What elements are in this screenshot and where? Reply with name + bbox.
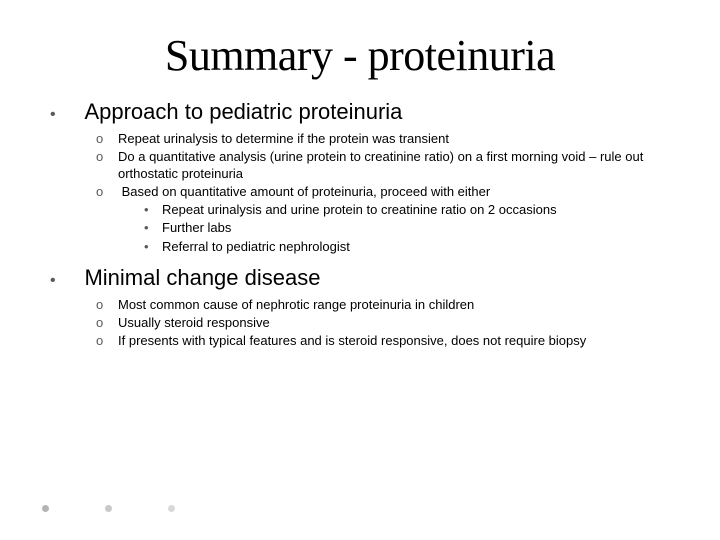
list-item: Further labs — [144, 220, 680, 236]
item-text: Do a quantitative analysis (urine protei… — [118, 149, 643, 180]
list-item: Repeat urinalysis and urine protein to c… — [144, 202, 680, 218]
item-text: Based on quantitative amount of proteinu… — [122, 184, 491, 199]
item-text: Most common cause of nephrotic range pro… — [118, 297, 474, 312]
section-1-heading: Approach to pediatric proteinuria — [84, 99, 402, 124]
decorative-dots — [42, 505, 175, 512]
item-text: If presents with typical features and is… — [118, 333, 586, 348]
section-1-sublist: Repeat urinalysis and urine protein to c… — [144, 202, 680, 255]
list-item: If presents with typical features and is… — [96, 333, 680, 349]
subitem-text: Referral to pediatric nephrologist — [162, 239, 350, 254]
list-item: Usually steroid responsive — [96, 315, 680, 331]
section-2-list: Most common cause of nephrotic range pro… — [96, 297, 680, 350]
slide-title: Summary - proteinuria — [40, 30, 680, 81]
list-item: Based on quantitative amount of proteinu… — [96, 184, 680, 255]
list-item: Repeat urinalysis to determine if the pr… — [96, 131, 680, 147]
section-1-list: Repeat urinalysis to determine if the pr… — [96, 131, 680, 255]
item-text: Repeat urinalysis to determine if the pr… — [118, 131, 449, 146]
dot-icon — [168, 505, 175, 512]
subitem-text: Repeat urinalysis and urine protein to c… — [162, 202, 557, 217]
subitem-text: Further labs — [162, 220, 231, 235]
list-item: Do a quantitative analysis (urine protei… — [96, 149, 680, 182]
section-2-heading: Minimal change disease — [84, 265, 320, 290]
list-item: Referral to pediatric nephrologist — [144, 239, 680, 255]
slide-container: Summary - proteinuria Approach to pediat… — [0, 0, 720, 540]
list-item: Most common cause of nephrotic range pro… — [96, 297, 680, 313]
item-text: Usually steroid responsive — [118, 315, 270, 330]
dot-icon — [105, 505, 112, 512]
dot-icon — [42, 505, 49, 512]
section-1: Approach to pediatric proteinuria Repeat… — [50, 99, 680, 350]
